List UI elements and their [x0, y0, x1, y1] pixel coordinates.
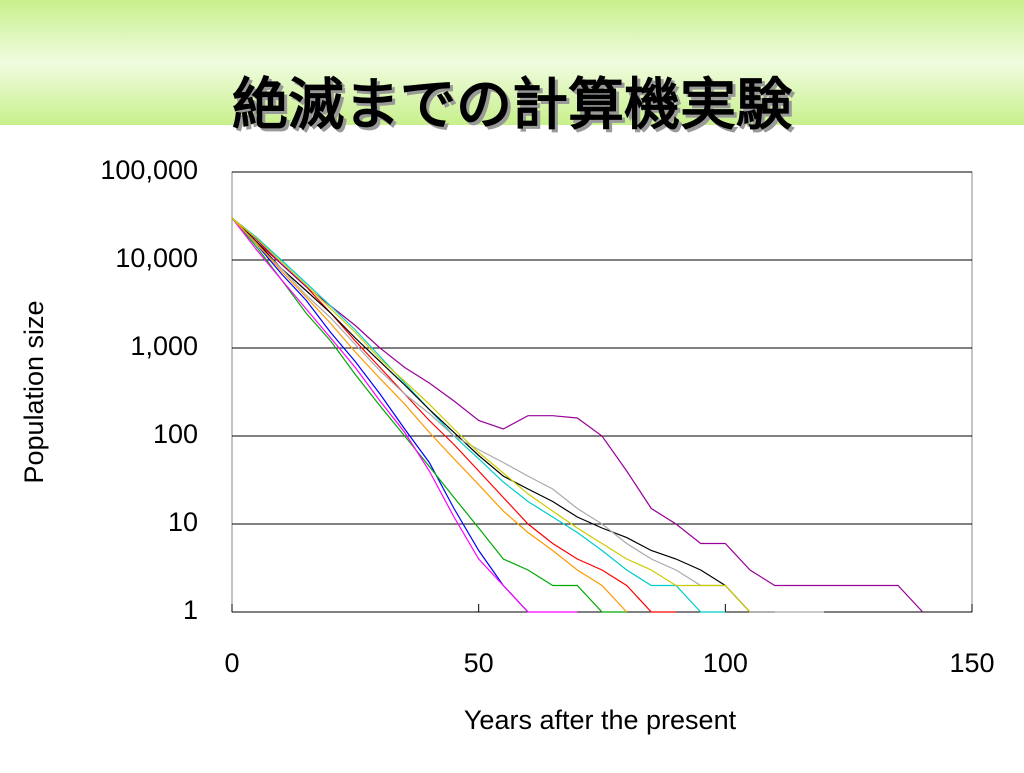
y-axis-label: Population size	[19, 300, 49, 483]
x-tick-label: 150	[949, 648, 994, 678]
series-line	[231, 217, 924, 613]
series-line	[231, 217, 726, 613]
series-line	[231, 217, 751, 613]
header-band	[0, 0, 1024, 125]
title-shadow: 絶滅までの計算機実験	[235, 76, 796, 139]
series-line	[231, 217, 578, 613]
series-line	[231, 217, 775, 613]
chart-title: 絶滅までの計算機実験	[232, 73, 793, 136]
series-line	[231, 217, 628, 613]
y-tick-label: 100,000	[100, 155, 198, 185]
y-tick-label: 100	[153, 419, 198, 449]
y-tick-label: 1,000	[130, 331, 198, 361]
series-line	[231, 217, 627, 613]
plot-area	[231, 171, 973, 613]
x-tick-label: 0	[224, 648, 239, 678]
y-tick-label: 10	[168, 507, 198, 537]
y-tick-label: 10,000	[115, 243, 198, 273]
x-axis-label: Years after the present	[464, 705, 737, 735]
x-tick-label: 50	[464, 648, 494, 678]
y-tick-label: 1	[183, 595, 198, 625]
series-line	[231, 217, 529, 613]
x-tick-label: 100	[703, 648, 748, 678]
